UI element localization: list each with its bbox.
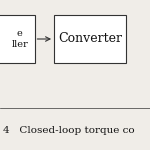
Bar xyxy=(0,15,34,63)
Text: 4   Closed-loop torque co: 4 Closed-loop torque co xyxy=(3,126,135,135)
Bar xyxy=(54,15,126,63)
Text: e
ller: e ller xyxy=(11,29,28,49)
Text: Converter: Converter xyxy=(58,33,122,45)
